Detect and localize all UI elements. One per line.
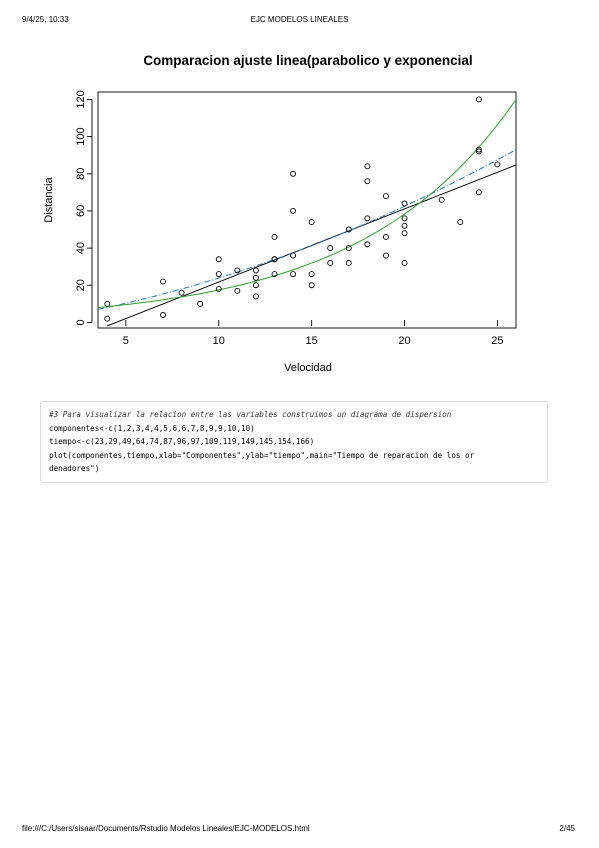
data-point	[215, 256, 222, 263]
data-point	[160, 278, 166, 285]
fit-curves	[97, 99, 517, 327]
x-tick-label: 5	[123, 335, 129, 347]
data-point	[234, 287, 241, 294]
data-points	[104, 96, 501, 322]
data-point	[401, 230, 408, 237]
code-block: #3 Para visualizar la relacion entre las…	[40, 401, 548, 483]
code-line-1: componentes<-c(1,2,3,4,4,5,6,6,7,8,9,9,1…	[49, 423, 255, 433]
scatter-plot: Comparacion ajuste linea(parabolico y ex…	[43, 53, 517, 374]
data-point	[383, 233, 389, 240]
data-point	[104, 315, 111, 322]
data-point	[438, 196, 445, 203]
data-point	[252, 267, 259, 274]
x-tick-label: 25	[491, 335, 503, 347]
data-point	[475, 96, 482, 103]
data-point	[104, 300, 111, 307]
y-tick-label: 120	[75, 90, 87, 108]
print-datetime: 9/4/25, 10:33	[22, 15, 69, 24]
data-point	[475, 146, 482, 153]
file-path: file:///C:/Users/sisaar/Documents/Rstudi…	[22, 824, 310, 833]
data-point	[401, 260, 408, 266]
data-point	[494, 161, 501, 168]
code-comment: #3 Para visualizar la relacion entre las…	[49, 410, 452, 419]
data-point	[383, 193, 389, 200]
data-point	[271, 233, 278, 240]
data-point	[234, 267, 241, 274]
data-point	[364, 163, 371, 170]
data-point	[308, 282, 315, 289]
x-axis-label: Velocidad	[284, 362, 332, 374]
x-tick-label: 10	[213, 335, 225, 347]
code-line-3: plot(componentes,tiempo,xlab="Componente…	[49, 450, 475, 460]
data-point	[290, 207, 297, 214]
data-point	[252, 282, 259, 289]
data-point	[178, 289, 185, 296]
data-point	[401, 215, 408, 222]
y-tick-label: 20	[75, 279, 87, 291]
y-tick-label: 40	[75, 242, 87, 254]
data-point	[308, 219, 315, 226]
y-tick-label: 60	[75, 205, 87, 217]
data-point	[345, 245, 352, 252]
data-point	[457, 219, 464, 226]
plot-frame	[97, 91, 517, 329]
document-title: EJC MODELOS LINEALES	[250, 15, 349, 24]
data-point	[290, 170, 297, 177]
data-point	[290, 271, 297, 278]
data-point	[271, 256, 278, 263]
data-point	[327, 260, 334, 266]
x-axis: 5 10 15 20 25	[123, 320, 504, 347]
data-point	[308, 271, 315, 278]
y-axis-label: Distancia	[43, 177, 55, 223]
data-point	[271, 271, 278, 278]
data-point	[364, 241, 371, 248]
data-point	[364, 178, 371, 185]
data-point	[345, 226, 352, 233]
data-point	[197, 300, 204, 307]
data-point	[475, 189, 482, 196]
y-axis: 0 20 40 60 80 100 120	[75, 90, 93, 325]
data-point	[401, 222, 408, 229]
data-point	[252, 293, 259, 300]
chart-title: Comparacion ajuste linea(parabolico y ex…	[143, 53, 472, 68]
data-point	[215, 271, 222, 278]
code-line-2: tiempo<-c(23,29,49,64,74,87,96,97,109,11…	[49, 437, 315, 446]
page-number: 2/45	[559, 824, 575, 833]
parabolic-fit-line	[97, 149, 517, 310]
x-tick-label: 20	[398, 335, 410, 347]
data-point	[252, 274, 259, 281]
data-point	[401, 200, 408, 207]
code-line-4: denadores")	[49, 464, 100, 473]
data-point	[383, 252, 389, 259]
y-tick-label: 0	[75, 319, 87, 325]
data-point	[475, 148, 482, 155]
data-point	[290, 252, 297, 259]
data-point	[364, 215, 371, 222]
data-point	[327, 245, 334, 252]
y-tick-label: 80	[75, 168, 87, 180]
data-point	[345, 260, 352, 266]
y-tick-label: 100	[75, 127, 87, 145]
x-tick-label: 15	[306, 335, 318, 347]
data-point	[215, 286, 222, 292]
data-point	[160, 312, 166, 318]
exponential-fit-line	[97, 99, 517, 309]
